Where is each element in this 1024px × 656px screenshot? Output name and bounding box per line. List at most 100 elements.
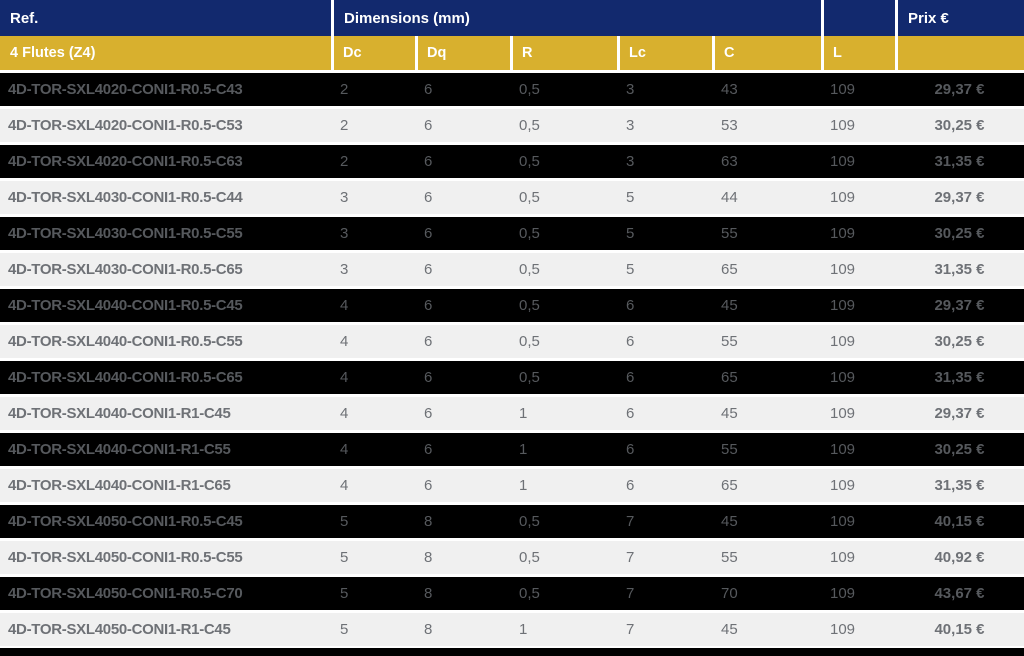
c-cell: 45 xyxy=(712,505,821,538)
c-cell: 53 xyxy=(712,109,821,142)
r-cell: 0,5 xyxy=(510,253,617,286)
header-prix: Prix € xyxy=(895,0,1024,36)
dc-cell: 5 xyxy=(331,505,415,538)
r-cell: 0,5 xyxy=(510,145,617,178)
dc-cell: 2 xyxy=(331,145,415,178)
table-row: 4D-TOR-SXL4020-CONI1-R0.5-C63 2 6 0,5 3 … xyxy=(0,142,1024,178)
price-cell: 43,67 € xyxy=(895,577,1024,610)
l-cell: 109 xyxy=(821,397,895,430)
r-cell: 0,5 xyxy=(510,217,617,250)
table-row: 4D-TOR-SXL4050-CONI1-R1-C45 5 8 1 7 45 1… xyxy=(0,610,1024,646)
dq-cell: 6 xyxy=(415,325,510,358)
r-cell: 1 xyxy=(510,433,617,466)
dc-cell: 4 xyxy=(331,289,415,322)
subheader-r: R xyxy=(510,36,617,70)
ref-cell: 4D-TOR-SXL4040-CONI1-R1-C55 xyxy=(0,433,331,466)
dc-cell: 5 xyxy=(331,541,415,574)
dc-cell: 3 xyxy=(331,253,415,286)
ref-cell: 4D-TOR-SXL4040-CONI1-R0.5-C45 xyxy=(0,289,331,322)
ref-cell: 4D-TOR-SXL4050-CONI1-R1-C45 xyxy=(0,613,331,646)
dq-cell: 8 xyxy=(415,541,510,574)
price-cell: 30,25 € xyxy=(895,109,1024,142)
lc-cell: 6 xyxy=(617,361,712,394)
lc-cell: 5 xyxy=(617,181,712,214)
dq-cell: 6 xyxy=(415,217,510,250)
subheader-c: C xyxy=(712,36,821,70)
r-cell: 1 xyxy=(510,469,617,502)
ref-cell: 4D-TOR-SXL4030-CONI1-R0.5-C65 xyxy=(0,253,331,286)
dq-cell: 6 xyxy=(415,253,510,286)
bottom-divider xyxy=(0,646,1024,656)
header-ref: Ref. xyxy=(0,0,331,36)
r-cell: 0,5 xyxy=(510,505,617,538)
dq-cell: 6 xyxy=(415,289,510,322)
r-cell: 0,5 xyxy=(510,361,617,394)
c-cell: 55 xyxy=(712,217,821,250)
c-cell: 65 xyxy=(712,469,821,502)
dq-cell: 6 xyxy=(415,397,510,430)
dq-cell: 8 xyxy=(415,505,510,538)
lc-cell: 6 xyxy=(617,289,712,322)
price-cell: 40,15 € xyxy=(895,505,1024,538)
l-cell: 109 xyxy=(821,217,895,250)
price-cell: 31,35 € xyxy=(895,253,1024,286)
price-cell: 40,15 € xyxy=(895,613,1024,646)
lc-cell: 7 xyxy=(617,505,712,538)
table-row: 4D-TOR-SXL4020-CONI1-R0.5-C53 2 6 0,5 3 … xyxy=(0,106,1024,142)
price-cell: 29,37 € xyxy=(895,181,1024,214)
price-cell: 30,25 € xyxy=(895,433,1024,466)
dq-cell: 8 xyxy=(415,613,510,646)
ref-cell: 4D-TOR-SXL4020-CONI1-R0.5-C53 xyxy=(0,109,331,142)
price-cell: 29,37 € xyxy=(895,73,1024,106)
r-cell: 0,5 xyxy=(510,181,617,214)
dc-cell: 2 xyxy=(331,109,415,142)
dc-cell: 5 xyxy=(331,613,415,646)
dc-cell: 4 xyxy=(331,325,415,358)
lc-cell: 5 xyxy=(617,253,712,286)
c-cell: 45 xyxy=(712,613,821,646)
price-cell: 31,35 € xyxy=(895,145,1024,178)
lc-cell: 6 xyxy=(617,325,712,358)
l-cell: 109 xyxy=(821,469,895,502)
ref-cell: 4D-TOR-SXL4030-CONI1-R0.5-C44 xyxy=(0,181,331,214)
price-cell: 31,35 € xyxy=(895,361,1024,394)
ref-cell: 4D-TOR-SXL4030-CONI1-R0.5-C55 xyxy=(0,217,331,250)
ref-cell: 4D-TOR-SXL4040-CONI1-R1-C65 xyxy=(0,469,331,502)
subheader-l: L xyxy=(821,36,895,70)
c-cell: 55 xyxy=(712,541,821,574)
lc-cell: 7 xyxy=(617,541,712,574)
subheader-dq: Dq xyxy=(415,36,510,70)
table-row: 4D-TOR-SXL4040-CONI1-R1-C55 4 6 1 6 55 1… xyxy=(0,430,1024,466)
dc-cell: 3 xyxy=(331,217,415,250)
c-cell: 45 xyxy=(712,289,821,322)
dc-cell: 5 xyxy=(331,577,415,610)
r-cell: 1 xyxy=(510,397,617,430)
ref-cell: 4D-TOR-SXL4020-CONI1-R0.5-C63 xyxy=(0,145,331,178)
ref-cell: 4D-TOR-SXL4040-CONI1-R1-C45 xyxy=(0,397,331,430)
c-cell: 70 xyxy=(712,577,821,610)
l-cell: 109 xyxy=(821,73,895,106)
r-cell: 0,5 xyxy=(510,73,617,106)
table-row: 4D-TOR-SXL4040-CONI1-R0.5-C55 4 6 0,5 6 … xyxy=(0,322,1024,358)
l-cell: 109 xyxy=(821,253,895,286)
lc-cell: 7 xyxy=(617,577,712,610)
price-cell: 29,37 € xyxy=(895,397,1024,430)
l-cell: 109 xyxy=(821,577,895,610)
l-cell: 109 xyxy=(821,505,895,538)
dq-cell: 8 xyxy=(415,577,510,610)
subheader-lc: Lc xyxy=(617,36,712,70)
price-cell: 31,35 € xyxy=(895,469,1024,502)
subheader-blank xyxy=(895,36,1024,70)
lc-cell: 6 xyxy=(617,469,712,502)
table-row: 4D-TOR-SXL4040-CONI1-R0.5-C45 4 6 0,5 6 … xyxy=(0,286,1024,322)
l-cell: 109 xyxy=(821,181,895,214)
price-cell: 40,92 € xyxy=(895,541,1024,574)
table-subheader-row: 4 Flutes (Z4) Dc Dq R Lc C L xyxy=(0,36,1024,70)
c-cell: 65 xyxy=(712,253,821,286)
table-body: 4D-TOR-SXL4020-CONI1-R0.5-C43 2 6 0,5 3 … xyxy=(0,70,1024,646)
subheader-flutes: 4 Flutes (Z4) xyxy=(0,36,331,70)
table-row: 4D-TOR-SXL4050-CONI1-R0.5-C55 5 8 0,5 7 … xyxy=(0,538,1024,574)
lc-cell: 3 xyxy=(617,145,712,178)
table-row: 4D-TOR-SXL4020-CONI1-R0.5-C43 2 6 0,5 3 … xyxy=(0,70,1024,106)
header-blank xyxy=(821,0,895,36)
